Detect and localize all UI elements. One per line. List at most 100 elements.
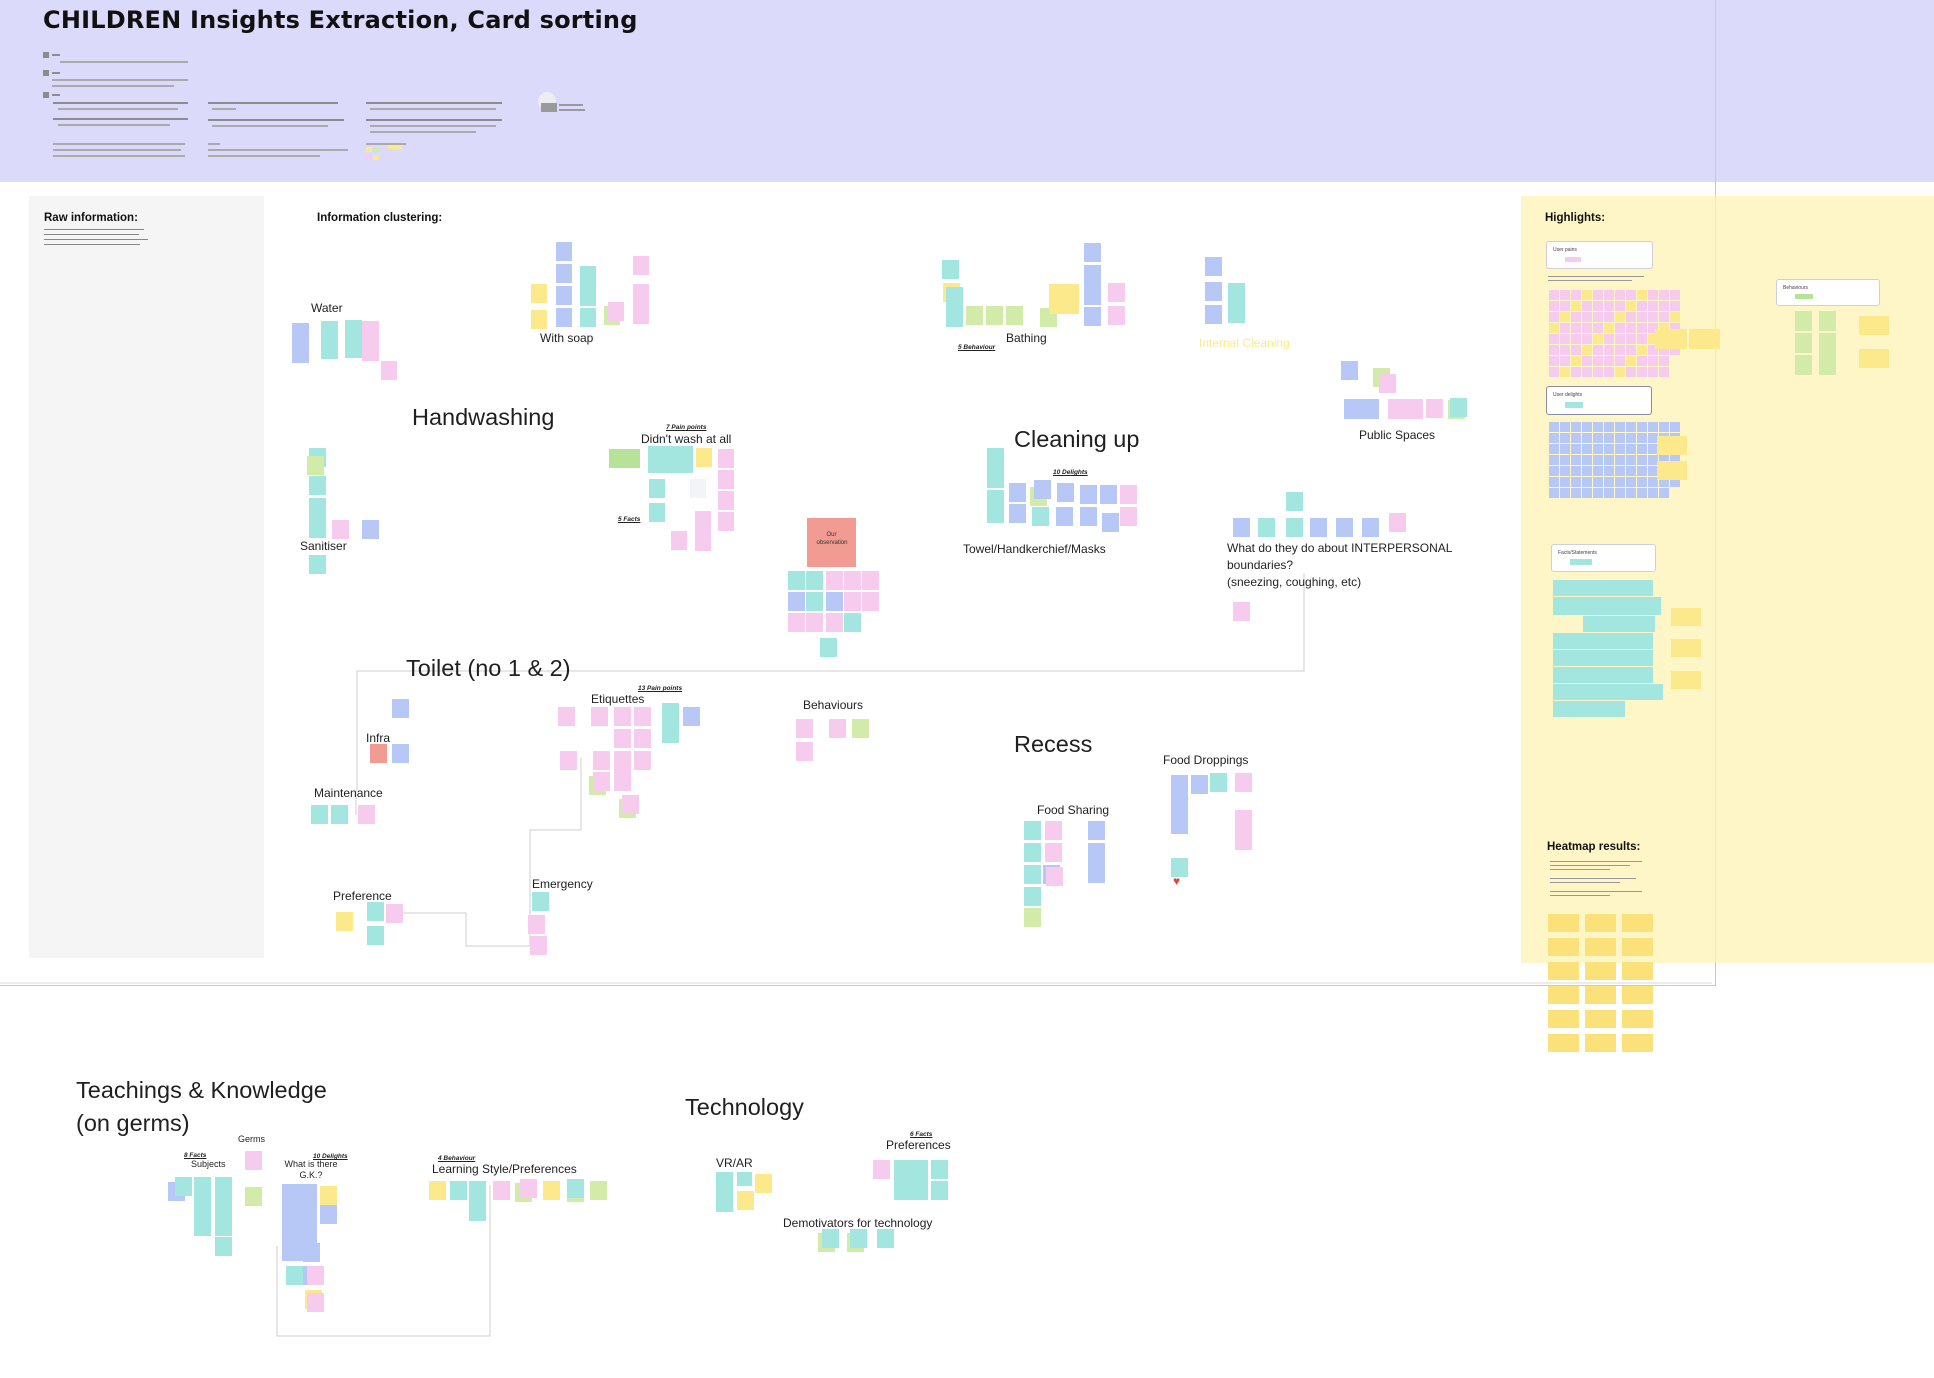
sticky-note[interactable]: [1549, 356, 1559, 366]
sticky-note[interactable]: [1648, 367, 1658, 377]
sticky-note[interactable]: [1582, 301, 1592, 311]
sticky-note[interactable]: [1585, 914, 1616, 932]
sticky-note[interactable]: [1582, 334, 1592, 344]
sticky-note[interactable]: [1670, 323, 1680, 333]
sticky-note[interactable]: [1593, 334, 1603, 344]
sticky-note[interactable]: [1549, 301, 1559, 311]
sticky-note[interactable]: [1571, 422, 1581, 432]
sticky-note[interactable]: [1604, 433, 1614, 443]
sticky-note[interactable]: [1585, 938, 1616, 956]
sticky-note[interactable]: [1549, 455, 1559, 465]
sticky-note[interactable]: [1626, 444, 1636, 454]
sticky-note[interactable]: [1571, 367, 1581, 377]
sticky-note[interactable]: [1659, 356, 1669, 366]
highlight-card-user-pains[interactable]: User pains: [1546, 241, 1653, 269]
sticky-note[interactable]: [1637, 334, 1647, 344]
sticky-note[interactable]: [1670, 312, 1680, 322]
sticky-note[interactable]: [1549, 334, 1559, 344]
sticky-note[interactable]: [1548, 986, 1579, 1004]
sticky-note[interactable]: [1604, 356, 1614, 366]
sticky-note[interactable]: [1622, 938, 1653, 956]
sticky-note[interactable]: [1582, 345, 1592, 355]
sticky-note[interactable]: [1648, 422, 1658, 432]
sticky-note[interactable]: [1637, 345, 1647, 355]
sticky-note[interactable]: [1626, 466, 1636, 476]
sticky-note[interactable]: [1648, 345, 1658, 355]
sticky-note[interactable]: [1571, 356, 1581, 366]
sticky-note[interactable]: [1604, 301, 1614, 311]
sticky-note[interactable]: [1593, 422, 1603, 432]
sticky-note[interactable]: [1670, 455, 1680, 465]
sticky-note[interactable]: [1604, 455, 1614, 465]
sticky-note[interactable]: [1560, 367, 1570, 377]
sticky-note[interactable]: [1604, 323, 1614, 333]
sticky-note[interactable]: [1560, 488, 1570, 498]
sticky-note[interactable]: [1626, 345, 1636, 355]
sticky-note[interactable]: [1593, 323, 1603, 333]
sticky-note[interactable]: [1582, 477, 1592, 487]
sticky-note[interactable]: [1560, 334, 1570, 344]
sticky-note[interactable]: [1560, 312, 1570, 322]
sticky-note[interactable]: [1593, 345, 1603, 355]
sticky-note[interactable]: [1548, 1034, 1579, 1052]
sticky-note[interactable]: [1549, 422, 1559, 432]
sticky-note[interactable]: [1670, 290, 1680, 300]
sticky-note[interactable]: [1637, 466, 1647, 476]
sticky-note[interactable]: [1560, 433, 1570, 443]
sticky-note[interactable]: [1604, 290, 1614, 300]
sticky-note[interactable]: [1604, 444, 1614, 454]
sticky-note[interactable]: [1571, 301, 1581, 311]
sticky-note[interactable]: [1637, 367, 1647, 377]
sticky-note[interactable]: [1571, 312, 1581, 322]
sticky-note[interactable]: [1648, 301, 1658, 311]
sticky-note[interactable]: [1593, 444, 1603, 454]
sticky-note[interactable]: [1604, 345, 1614, 355]
sticky-note[interactable]: [1582, 466, 1592, 476]
sticky-note[interactable]: [1615, 356, 1625, 366]
sticky-note[interactable]: [1560, 444, 1570, 454]
sticky-note[interactable]: [1615, 323, 1625, 333]
sticky-note[interactable]: [1585, 986, 1616, 1004]
sticky-note[interactable]: [1670, 301, 1680, 311]
sticky-note[interactable]: [1582, 422, 1592, 432]
sticky-note[interactable]: [1548, 1010, 1579, 1028]
sticky-note[interactable]: [1549, 367, 1559, 377]
sticky-note[interactable]: [1593, 488, 1603, 498]
sticky-note[interactable]: [1593, 290, 1603, 300]
sticky-note[interactable]: [1622, 986, 1653, 1004]
sticky-note[interactable]: [1648, 356, 1658, 366]
sticky-note[interactable]: [1648, 444, 1658, 454]
sticky-note[interactable]: [1670, 345, 1680, 355]
sticky-note[interactable]: [1626, 477, 1636, 487]
sticky-note[interactable]: [1560, 477, 1570, 487]
sticky-note[interactable]: [1637, 290, 1647, 300]
sticky-note[interactable]: [1582, 444, 1592, 454]
highlight-card-behaviours[interactable]: Behaviours: [1776, 279, 1880, 306]
sticky-note[interactable]: [1615, 433, 1625, 443]
highlight-card-user-delights[interactable]: User delights: [1546, 386, 1652, 415]
sticky-note[interactable]: [1604, 477, 1614, 487]
sticky-note[interactable]: [1604, 422, 1614, 432]
sticky-note[interactable]: [1626, 301, 1636, 311]
sticky-note[interactable]: [1571, 488, 1581, 498]
sticky-note[interactable]: [1615, 312, 1625, 322]
sticky-note[interactable]: [1615, 466, 1625, 476]
sticky-note[interactable]: [1585, 1034, 1616, 1052]
sticky-note[interactable]: [1615, 345, 1625, 355]
sticky-note[interactable]: [1571, 334, 1581, 344]
sticky-note[interactable]: [1615, 488, 1625, 498]
sticky-note[interactable]: [1548, 914, 1579, 932]
sticky-note[interactable]: [1604, 312, 1614, 322]
sticky-note[interactable]: [1593, 455, 1603, 465]
sticky-note[interactable]: [1571, 477, 1581, 487]
sticky-note[interactable]: [1582, 433, 1592, 443]
sticky-note[interactable]: [1637, 477, 1647, 487]
sticky-note[interactable]: [1626, 323, 1636, 333]
sticky-note[interactable]: [1571, 290, 1581, 300]
sticky-note[interactable]: [1604, 334, 1614, 344]
sticky-note[interactable]: [1593, 367, 1603, 377]
sticky-note[interactable]: [1659, 290, 1669, 300]
sticky-note[interactable]: [1549, 433, 1559, 443]
sticky-note[interactable]: [1560, 301, 1570, 311]
sticky-note[interactable]: [1659, 323, 1669, 333]
